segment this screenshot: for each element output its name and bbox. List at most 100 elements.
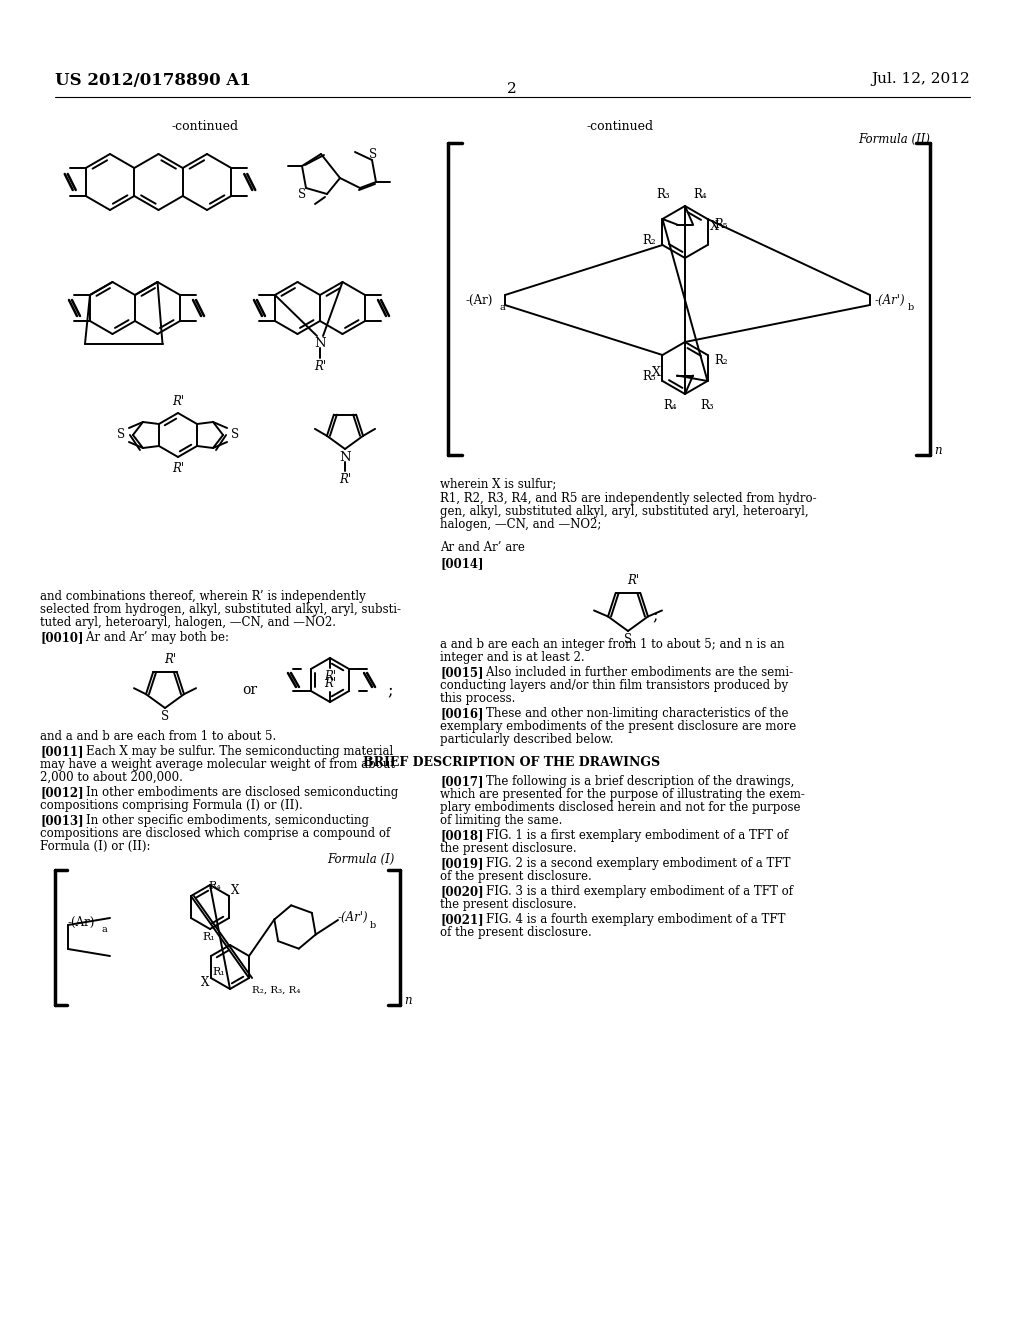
Text: integer and is at least 2.: integer and is at least 2. [440,651,585,664]
Text: [0015]: [0015] [440,667,483,678]
Text: [0019]: [0019] [440,857,483,870]
Text: R': R' [172,395,184,408]
Text: S: S [298,187,306,201]
Text: b: b [370,920,376,929]
Text: S: S [117,429,125,441]
Text: In other specific embodiments, semiconducting: In other specific embodiments, semicondu… [72,814,370,828]
Text: X: X [710,220,719,234]
Text: R₂, R₃, R₄: R₂, R₃, R₄ [252,986,300,995]
Text: R₁: R₁ [212,968,225,977]
Text: a: a [500,304,506,313]
Text: R₄: R₄ [664,399,677,412]
Text: [0011]: [0011] [40,744,84,758]
Text: compositions are disclosed which comprise a compound of: compositions are disclosed which compris… [40,828,390,840]
Text: N: N [314,337,326,350]
Text: the present disclosure.: the present disclosure. [440,898,577,911]
Text: [0010]: [0010] [40,631,84,644]
Text: R₁: R₁ [203,932,215,942]
Text: halogen, —CN, and —NO2;: halogen, —CN, and —NO2; [440,517,601,531]
Text: of limiting the same.: of limiting the same. [440,814,562,828]
Text: b: b [908,304,914,313]
Text: S: S [369,149,377,161]
Text: FIG. 3 is a third exemplary embodiment of a TFT of: FIG. 3 is a third exemplary embodiment o… [471,884,793,898]
Text: -(Ar): -(Ar) [466,293,494,306]
Text: -(Ar): -(Ar) [68,916,95,928]
Text: [0018]: [0018] [440,829,483,842]
Text: -continued: -continued [587,120,653,133]
Text: In other embodiments are disclosed semiconducting: In other embodiments are disclosed semic… [72,785,398,799]
Text: R₂: R₂ [642,234,656,247]
Text: US 2012/0178890 A1: US 2012/0178890 A1 [55,73,251,88]
Text: The following is a brief description of the drawings,: The following is a brief description of … [471,775,795,788]
Text: 2: 2 [507,82,517,96]
Text: selected from hydrogen, alkyl, substituted alkyl, aryl, substi-: selected from hydrogen, alkyl, substitut… [40,603,401,616]
Text: Ar and Ar’ are: Ar and Ar’ are [440,541,525,554]
Text: Also included in further embodiments are the semi-: Also included in further embodiments are… [471,667,793,678]
Text: conducting layers and/or thin film transistors produced by: conducting layers and/or thin film trans… [440,678,788,692]
Text: Formula (I): Formula (I) [328,853,395,866]
Text: FIG. 2 is a second exemplary embodiment of a TFT: FIG. 2 is a second exemplary embodiment … [471,857,791,870]
Text: -(Ar'): -(Ar') [338,911,369,924]
Text: ;: ; [387,681,393,698]
Text: R': R' [164,653,176,667]
Text: R1, R2, R3, R4, and R5 are independently selected from hydro-: R1, R2, R3, R4, and R5 are independently… [440,492,816,506]
Text: of the present disclosure.: of the present disclosure. [440,927,592,939]
Text: tuted aryl, heteroaryl, halogen, —CN, and —NO2.: tuted aryl, heteroaryl, halogen, —CN, an… [40,616,336,630]
Text: a and b are each an integer from 1 to about 5; and n is an: a and b are each an integer from 1 to ab… [440,638,784,651]
Text: R₄: R₄ [693,187,707,201]
Text: R': R' [339,473,351,486]
Text: of the present disclosure.: of the present disclosure. [440,870,592,883]
Text: FIG. 4 is a fourth exemplary embodiment of a TFT: FIG. 4 is a fourth exemplary embodiment … [471,913,785,927]
Text: BRIEF DESCRIPTION OF THE DRAWINGS: BRIEF DESCRIPTION OF THE DRAWINGS [364,756,660,770]
Text: R': R' [324,671,336,682]
Text: Formula (I) or (II):: Formula (I) or (II): [40,840,151,853]
Text: Each X may be sulfur. The semiconducting material: Each X may be sulfur. The semiconducting… [72,744,393,758]
Text: R₅: R₅ [714,218,727,231]
Text: S: S [624,634,632,645]
Text: R': R' [172,462,184,475]
Text: R₃: R₃ [656,187,670,201]
Text: [0014]: [0014] [440,557,483,570]
Text: particularly described below.: particularly described below. [440,733,613,746]
Text: plary embodiments disclosed herein and not for the purpose: plary embodiments disclosed herein and n… [440,801,801,814]
Text: R₃: R₃ [700,399,714,412]
Text: which are presented for the purpose of illustrating the exem-: which are presented for the purpose of i… [440,788,805,801]
Text: [0013]: [0013] [40,814,84,828]
Text: R₂: R₂ [714,354,728,367]
Text: -(Ar'): -(Ar') [874,293,905,306]
Text: S: S [161,710,169,723]
Text: [0020]: [0020] [440,884,483,898]
Text: ;: ; [652,606,657,623]
Text: N: N [339,451,351,465]
Text: R': R' [314,360,326,374]
Text: R₅: R₅ [642,370,656,383]
Text: [0021]: [0021] [440,913,483,927]
Text: a: a [102,925,108,935]
Text: X: X [651,367,660,380]
Text: [0017]: [0017] [440,775,483,788]
Text: this process.: this process. [440,692,515,705]
Text: n: n [934,444,942,457]
Text: Jul. 12, 2012: Jul. 12, 2012 [871,73,970,86]
Text: Formula (II): Formula (II) [858,133,930,147]
Text: compositions comprising Formula (I) or (II).: compositions comprising Formula (I) or (… [40,799,303,812]
Text: the present disclosure.: the present disclosure. [440,842,577,855]
Text: R': R' [627,574,639,587]
Text: S: S [231,429,240,441]
Text: may have a weight average molecular weight of from about: may have a weight average molecular weig… [40,758,395,771]
Text: -continued: -continued [171,120,239,133]
Text: 2,000 to about 200,000.: 2,000 to about 200,000. [40,771,183,784]
Text: n: n [404,994,412,1007]
Text: exemplary embodiments of the present disclosure are more: exemplary embodiments of the present dis… [440,719,797,733]
Text: [0016]: [0016] [440,708,483,719]
Text: gen, alkyl, substituted alkyl, aryl, substituted aryl, heteroaryl,: gen, alkyl, substituted alkyl, aryl, sub… [440,506,809,517]
Text: [0012]: [0012] [40,785,84,799]
Text: R': R' [324,677,336,690]
Text: X: X [201,977,209,990]
Text: R₄: R₄ [209,880,221,891]
Text: and a and b are each from 1 to about 5.: and a and b are each from 1 to about 5. [40,730,276,743]
Text: and combinations thereof, wherein R’ is independently: and combinations thereof, wherein R’ is … [40,590,366,603]
Text: wherein X is sulfur;: wherein X is sulfur; [440,477,556,490]
Text: Ar and Ar’ may both be:: Ar and Ar’ may both be: [72,631,229,644]
Text: FIG. 1 is a first exemplary embodiment of a TFT of: FIG. 1 is a first exemplary embodiment o… [471,829,788,842]
